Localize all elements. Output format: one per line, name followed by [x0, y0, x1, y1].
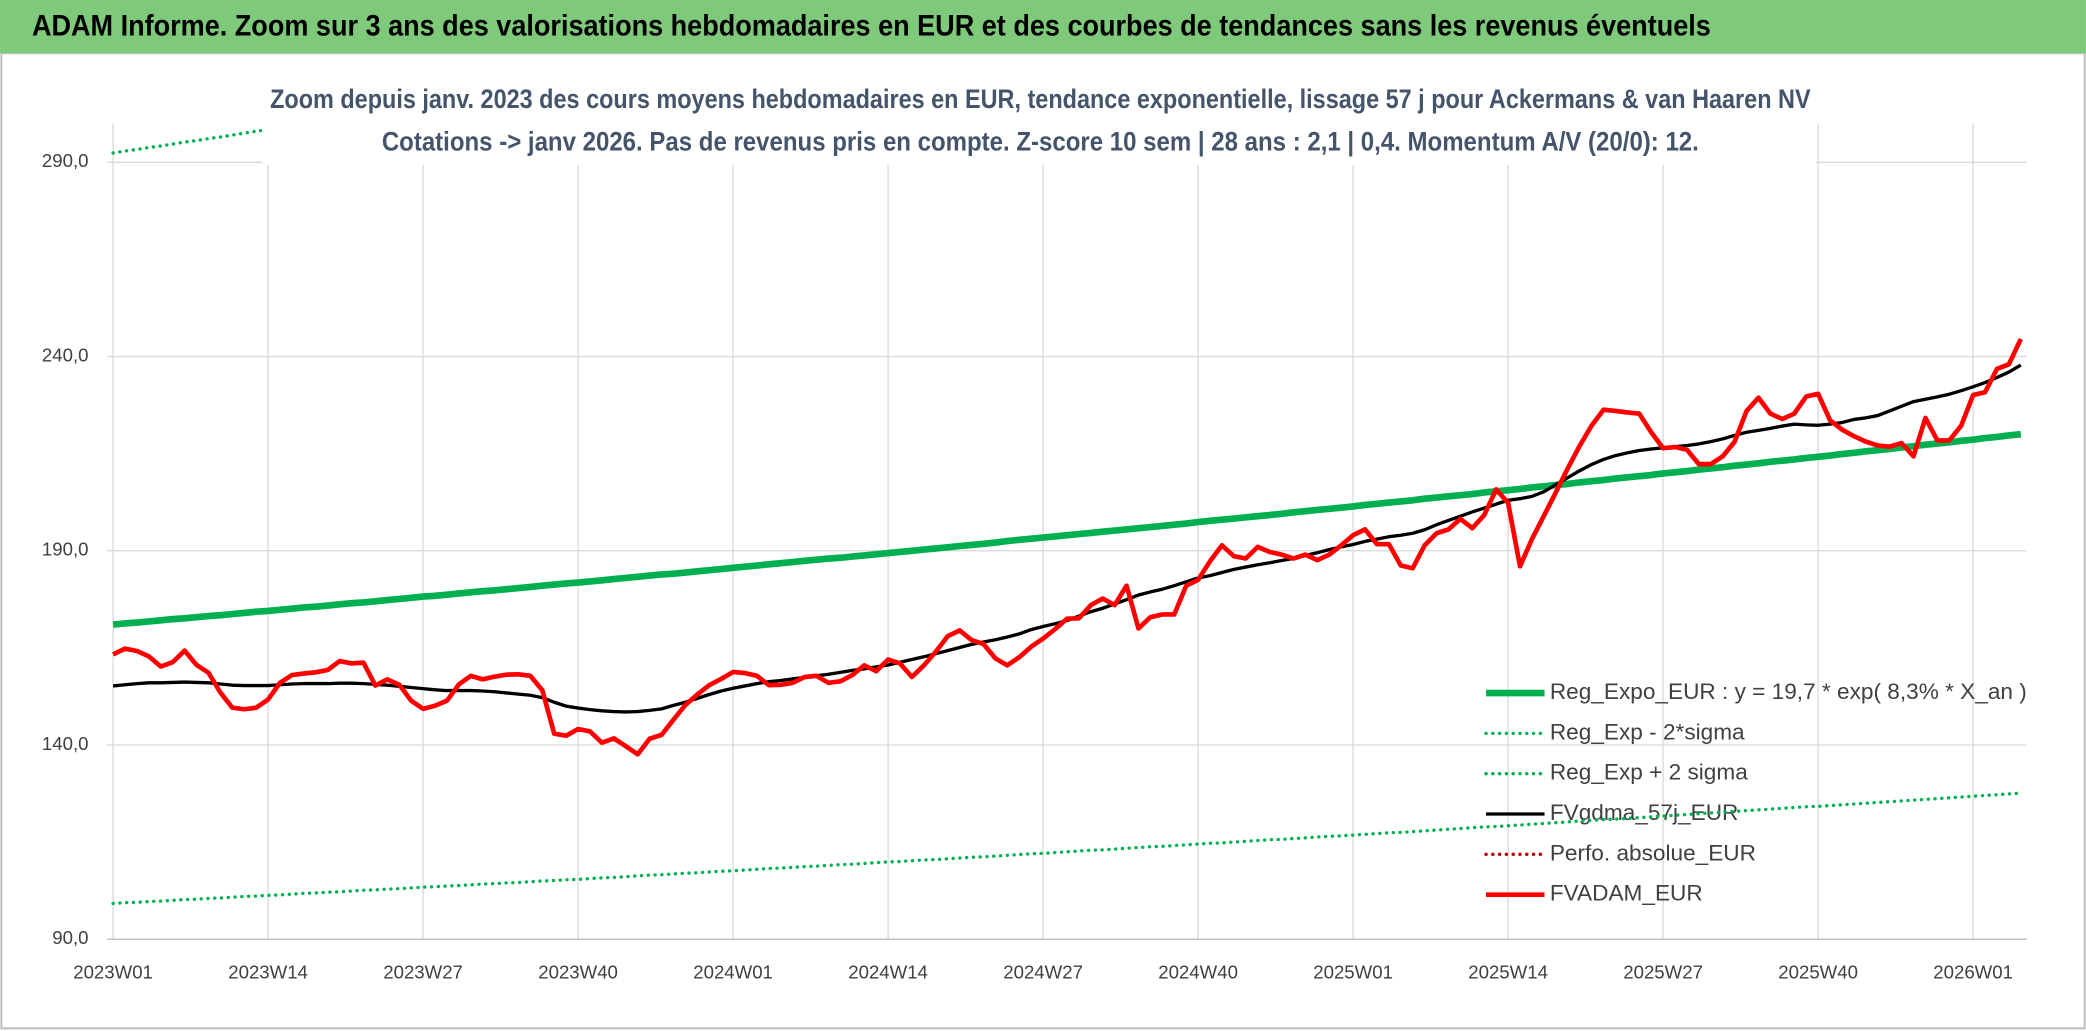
- y-tick-label: 290,0: [42, 150, 89, 171]
- x-tick-label: 2025W40: [1778, 962, 1858, 983]
- series-line: [111, 791, 2023, 906]
- x-tick-label: 2023W14: [228, 962, 308, 983]
- y-tick-label: 190,0: [42, 539, 89, 560]
- x-tick-label: 2025W01: [1313, 962, 1393, 983]
- x-tick-label: 2023W27: [383, 962, 463, 983]
- header-bar: [0, 0, 2086, 54]
- legend-label: Reg_Expo_EUR : y = 19,7 * exp( 8,3% * X_…: [1550, 679, 2027, 704]
- y-tick-label: 140,0: [42, 733, 89, 754]
- x-tick-label: 2025W27: [1623, 962, 1703, 983]
- legend-label: FVADAM_EUR: [1550, 881, 1703, 906]
- x-tick-label: 2023W01: [73, 962, 153, 983]
- legend-label: Reg_Exp + 2 sigma: [1550, 760, 1748, 785]
- series-group: [111, 123, 2023, 906]
- x-tick-label: 2024W27: [1003, 962, 1083, 983]
- x-tick-label: 2025W14: [1468, 962, 1548, 983]
- series-line: [112, 338, 2023, 757]
- x-tick-label: 2023W40: [538, 962, 618, 983]
- title-box: [262, 77, 1816, 165]
- series-line: [112, 430, 2022, 628]
- header-title: ADAM Informe. Zoom sur 3 ans des valoris…: [32, 11, 1711, 43]
- legend-label: Perfo. absolue_EUR: [1550, 840, 1756, 865]
- y-tick-label: 90,0: [52, 927, 88, 948]
- x-tick-label: 2024W01: [693, 962, 773, 983]
- y-tick-label: 240,0: [42, 344, 89, 365]
- chart-title: Zoom depuis janv. 2023 des cours moyens …: [270, 84, 1811, 114]
- x-tick-label: 2024W40: [1158, 962, 1238, 983]
- chart-subtitle: Cotations -> janv 2026. Pas de revenus p…: [382, 127, 1699, 157]
- x-tick-label: 2024W14: [848, 962, 928, 983]
- legend-label: Reg_Exp - 2*sigma: [1550, 719, 1745, 744]
- x-tick-label: 2026W01: [1933, 962, 2013, 983]
